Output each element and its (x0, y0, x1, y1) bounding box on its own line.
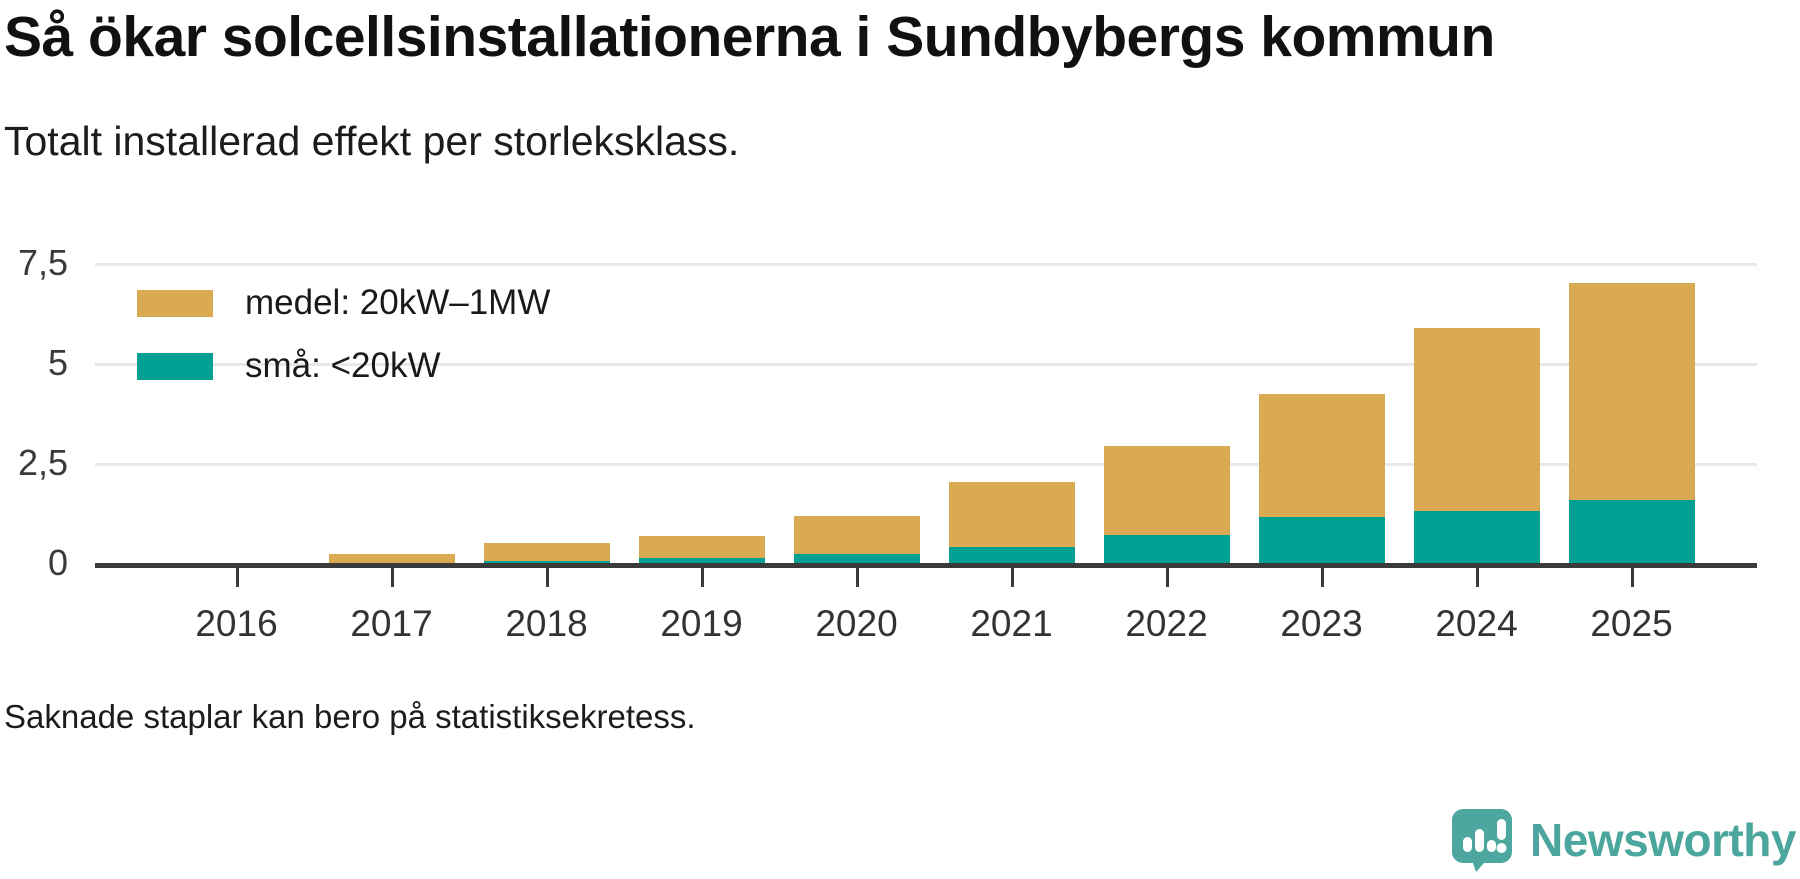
bar-segment-2017-medel (328, 554, 455, 563)
bar-2020 (793, 516, 920, 563)
gridline-5 (95, 363, 1757, 366)
x-tick-2025 (1630, 568, 1634, 587)
bar-segment-2022-medel (1103, 446, 1230, 535)
gridline-2,5 (95, 463, 1757, 466)
y-tick-label-5: 5 (47, 342, 68, 383)
bar-segment-2025-små (1568, 500, 1695, 563)
footnote: Saknade staplar kan bero på statistiksek… (4, 698, 696, 735)
x-tick-label-2023: 2023 (1280, 603, 1363, 644)
x-tick-2019 (700, 568, 704, 587)
legend-label-medel: medel: 20kW–1MW (245, 283, 551, 322)
chart-title: Så ökar solcellsinstallationerna i Sundb… (4, 5, 1495, 69)
x-tick-label-2021: 2021 (970, 603, 1053, 644)
y-tick-label-0: 0 (47, 542, 68, 583)
legend-item-sma: små: <20kW (137, 346, 550, 386)
bar-segment-2020-små (793, 554, 920, 563)
legend-swatch-sma (137, 352, 213, 380)
bar-segment-2021-medel (948, 482, 1075, 547)
bar-segment-2022-små (1103, 535, 1230, 563)
bar-2024 (1413, 328, 1540, 563)
x-tick-label-2020: 2020 (815, 603, 898, 644)
bar-segment-2019-små (638, 558, 765, 563)
legend-swatch-medel (137, 289, 213, 317)
x-tick-2023 (1320, 568, 1324, 587)
bar-2022 (1103, 446, 1230, 563)
bar-2019 (638, 536, 765, 563)
x-tick-label-2016: 2016 (195, 603, 278, 644)
x-tick-2024 (1475, 568, 1479, 587)
bar-segment-2021-små (948, 547, 1075, 563)
newsworthy-logo: Newsworthy (1450, 807, 1796, 873)
bar-2018 (483, 543, 610, 563)
legend: medel: 20kW–1MW små: <20kW (137, 283, 550, 386)
x-tick-label-2025: 2025 (1590, 603, 1673, 644)
x-tick-2016 (235, 568, 239, 587)
bar-segment-2023-medel (1258, 394, 1385, 517)
y-tick-label-7,5: 7,5 (17, 242, 68, 283)
x-tick-label-2017: 2017 (350, 603, 433, 644)
newsworthy-wordmark: Newsworthy (1530, 814, 1796, 866)
legend-item-medel: medel: 20kW–1MW (137, 283, 550, 323)
bar-2017 (328, 554, 455, 563)
bar-segment-2018-medel (483, 543, 610, 561)
bar-segment-2025-medel (1568, 283, 1695, 500)
x-axis-line (95, 563, 1757, 568)
x-tick-2018 (545, 568, 549, 587)
x-tick-label-2019: 2019 (660, 603, 743, 644)
x-tick-2021 (1010, 568, 1014, 587)
bar-segment-2024-små (1413, 511, 1540, 563)
x-tick-2017 (390, 568, 394, 587)
x-tick-label-2024: 2024 (1435, 603, 1518, 644)
x-tick-label-2022: 2022 (1125, 603, 1208, 644)
x-tick-2022 (1165, 568, 1169, 587)
bar-segment-2018-små (483, 561, 610, 563)
bar-segment-2019-medel (638, 536, 765, 558)
plot-area: medel: 20kW–1MW små: <20kW 0 2,5 5 7,5 2016 2… (18, 225, 1757, 644)
gridline-7,5 (95, 263, 1757, 266)
bar-2021 (948, 482, 1075, 563)
legend-label-sma: små: <20kW (245, 346, 441, 385)
x-tick-label-2018: 2018 (505, 603, 588, 644)
chart-subtitle: Totalt installerad effekt per storlekskl… (4, 118, 740, 164)
bar-2023 (1258, 394, 1385, 563)
bar-segment-2020-medel (793, 516, 920, 554)
bar-segment-2023-små (1258, 517, 1385, 563)
bar-segment-2024-medel (1413, 328, 1540, 511)
newsworthy-icon (1452, 809, 1513, 872)
x-tick-2020 (855, 568, 859, 587)
y-tick-label-2,5: 2,5 (17, 442, 68, 483)
bar-2025 (1568, 283, 1695, 563)
